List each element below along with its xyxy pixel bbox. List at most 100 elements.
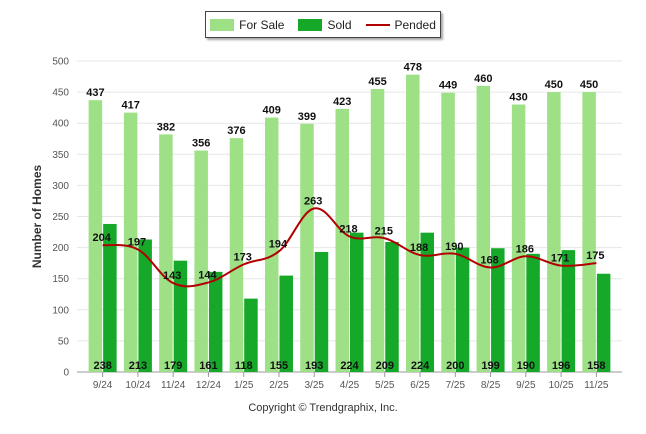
bar-for-sale [511,104,526,372]
pended-value-label: 144 [198,269,217,281]
for-sale-value-label: 455 [368,76,386,88]
bar-sold [173,260,188,372]
sold-value-label: 179 [164,360,182,372]
pended-value-label: 171 [551,253,569,265]
legend-item-sold[interactable]: Sold [298,17,352,32]
legend-swatch-sold [298,18,323,31]
sold-value-label: 155 [270,360,288,372]
bar-sold [103,223,117,372]
y-tick-label: 100 [52,305,69,316]
y-tick-label: 350 [52,150,69,161]
bar-sold [138,239,152,372]
pended-value-label: 197 [128,236,146,248]
x-tick-label: 9/25 [516,380,536,391]
sold-value-label: 224 [340,360,359,372]
pended-line [102,207,597,288]
bar-sold [420,232,435,372]
y-tick-label: 250 [52,212,69,223]
bar-for-sale [194,150,208,372]
x-tick-label: 10/24 [125,380,150,391]
y-tick-label: 400 [52,119,69,130]
for-sale-value-label: 356 [192,138,210,150]
x-tick-label: 9/24 [93,380,113,391]
bar-sold [244,298,258,372]
pended-value-label: 186 [516,243,534,255]
sold-value-label: 196 [552,360,570,372]
y-tick-label: 0 [63,368,69,379]
y-tick-label: 150 [52,274,69,285]
for-sale-value-label: 460 [474,73,492,85]
bar-sold [561,250,576,372]
legend-swatch-pended [365,23,390,26]
bar-for-sale [370,88,385,373]
for-sale-value-label: 450 [580,79,598,91]
sold-value-label: 224 [411,360,430,372]
x-tick-label: 5/25 [375,380,395,391]
legend-label-for-sale: For Sale [239,17,285,32]
pended-value-label: 168 [480,255,498,267]
bar-sold [314,251,329,372]
bar-for-sale [476,85,491,372]
y-tick-label: 50 [58,336,70,347]
bar-for-sale [229,138,244,372]
bar-for-sale [582,92,596,372]
pended-value-label: 218 [339,223,357,235]
y-tick-label: 300 [52,181,69,192]
y-tick-label: 200 [52,243,69,254]
sold-value-label: 190 [517,360,535,372]
x-tick-label: 8/25 [481,380,501,391]
bar-sold [208,271,223,372]
y-tick-label: 450 [52,88,69,99]
bar-for-sale [335,108,349,373]
pended-value-label: 188 [410,242,428,254]
sold-value-label: 193 [305,360,323,372]
pended-value-label: 215 [375,225,393,237]
bar-sold [491,248,505,372]
legend-item-for-sale[interactable]: For Sale [210,18,284,32]
bar-for-sale [123,112,138,372]
pended-value-label: 175 [586,250,604,262]
for-sale-value-label: 399 [298,111,316,123]
y-axis-title: Number of Homes [30,165,44,269]
bar-for-sale [88,100,103,372]
sold-value-label: 158 [587,360,605,372]
sold-value-label: 200 [446,360,464,372]
legend-label-sold: Sold [327,17,352,32]
x-tick-label: 10/25 [549,380,574,391]
for-sale-value-label: 382 [157,121,175,133]
for-sale-value-label: 376 [227,125,245,137]
for-sale-value-label: 430 [509,92,527,104]
sold-value-label: 161 [199,360,217,372]
sold-value-label: 209 [376,360,394,372]
copyright-text: Copyright © Trendgraphix, Inc. [248,402,398,414]
for-sale-value-label: 437 [86,87,104,99]
pended-value-label: 263 [304,195,322,207]
legend-item-pended[interactable]: Pended [365,18,436,32]
x-tick-label: 2/25 [269,380,289,391]
bar-for-sale [264,117,279,373]
x-tick-label: 6/25 [410,380,430,391]
sold-value-label: 118 [235,360,253,372]
bar-for-sale [159,134,173,372]
for-sale-value-label: 423 [333,96,351,108]
bar-sold [596,273,611,372]
x-tick-label: 12/24 [196,380,221,391]
bar-for-sale [547,92,561,372]
pended-value-label: 194 [269,238,288,250]
for-sale-value-label: 409 [263,105,281,117]
y-tick-label: 500 [52,57,69,68]
x-tick-label: 1/25 [234,380,254,391]
pended-value-label: 204 [92,232,111,244]
pended-value-label: 173 [234,251,252,263]
bar-for-sale [300,123,314,373]
for-sale-value-label: 478 [404,62,422,74]
x-tick-label: 3/25 [304,380,324,391]
x-tick-label: 4/25 [340,380,360,391]
pended-value-label: 190 [445,241,463,253]
bar-sold [455,247,470,372]
for-sale-value-label: 417 [121,100,139,112]
bar-sold [279,275,293,372]
for-sale-value-label: 449 [439,80,457,92]
